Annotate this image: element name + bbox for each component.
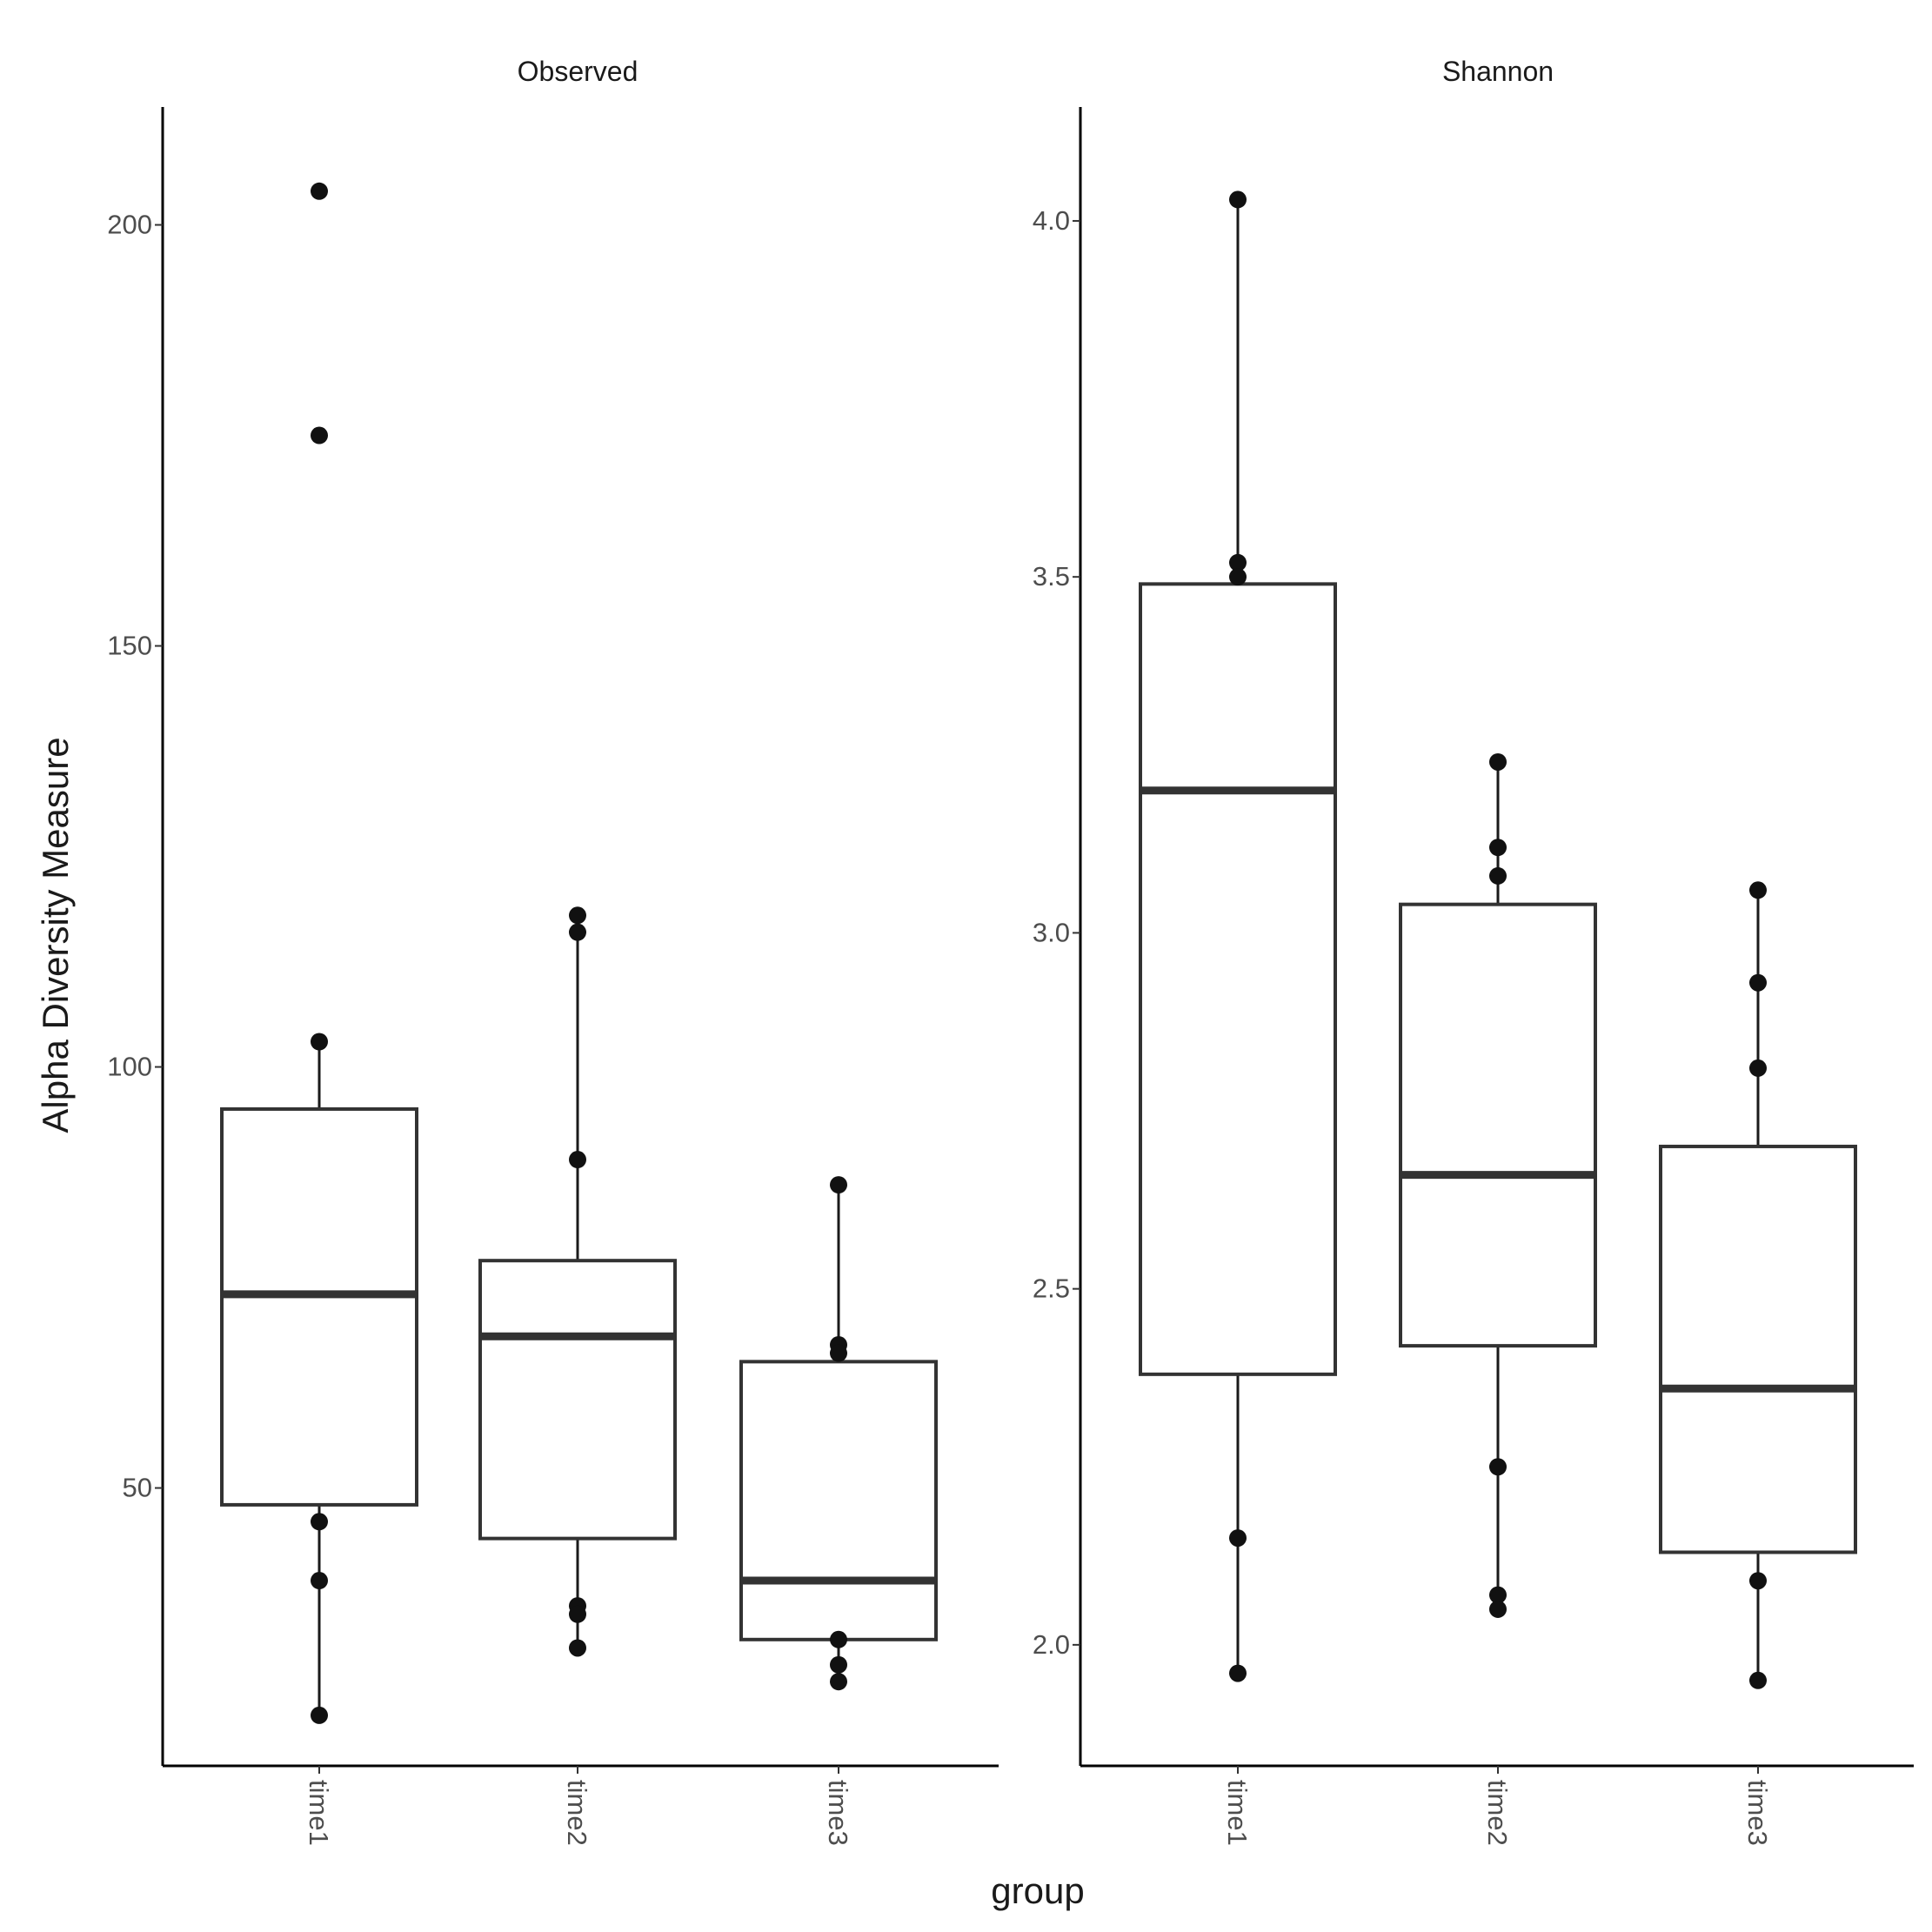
box-observed-time3 bbox=[739, 1185, 938, 1682]
point-observed-time1-1 bbox=[311, 426, 328, 445]
box-rect-observed-time1 bbox=[220, 1106, 418, 1507]
point-shannon-time3-0 bbox=[1749, 881, 1767, 899]
point-shannon-time2-1 bbox=[1489, 839, 1507, 857]
facet-shannon: Shannon 2.0 2.5 3.0 3.5 4.0 time1 time2 time3 bbox=[1033, 56, 1914, 1846]
y-tick-label-shannon-3: 3.5 bbox=[1033, 561, 1070, 592]
point-shannon-time3-2 bbox=[1749, 1059, 1767, 1077]
x-axis-title: group bbox=[991, 1870, 1084, 1911]
y-tick-label-observed-0: 50 bbox=[123, 1473, 152, 1503]
x-tick-label-observed-time2: time2 bbox=[562, 1780, 592, 1846]
point-observed-time3-2 bbox=[830, 1344, 847, 1362]
x-tick-label-shannon-time1: time1 bbox=[1222, 1780, 1253, 1846]
point-observed-time1-5 bbox=[311, 1706, 328, 1724]
x-tick-label-observed-time1: time1 bbox=[304, 1780, 334, 1846]
box-rect-observed-time2 bbox=[478, 1259, 677, 1541]
point-observed-time1-3 bbox=[311, 1513, 328, 1531]
point-observed-time1-0 bbox=[311, 182, 328, 200]
y-tick-label-observed-3: 200 bbox=[107, 210, 152, 240]
box-shannon-time2 bbox=[1399, 761, 1597, 1609]
point-shannon-time2-4 bbox=[1489, 1586, 1507, 1604]
point-observed-time3-0 bbox=[830, 1176, 847, 1194]
box-shannon-time1 bbox=[1139, 199, 1337, 1674]
y-tick-label-shannon-1: 2.5 bbox=[1033, 1274, 1070, 1304]
facet-title-shannon: Shannon bbox=[1442, 56, 1554, 87]
point-shannon-time2-5 bbox=[1489, 1600, 1507, 1618]
point-observed-time1-4 bbox=[311, 1572, 328, 1590]
box-rect-observed-time3 bbox=[739, 1360, 938, 1641]
x-tick-label-observed-time3: time3 bbox=[823, 1780, 853, 1846]
box-observed-time2 bbox=[478, 915, 677, 1648]
point-shannon-time3-4 bbox=[1749, 1671, 1767, 1689]
x-tick-label-shannon-time3: time3 bbox=[1742, 1780, 1773, 1846]
point-observed-time3-5 bbox=[830, 1630, 847, 1648]
point-observed-time2-4 bbox=[569, 1605, 586, 1623]
point-shannon-time1-3 bbox=[1229, 1529, 1247, 1548]
point-observed-time3-4 bbox=[830, 1673, 847, 1691]
y-tick-label-observed-2: 150 bbox=[107, 631, 152, 661]
point-shannon-time3-1 bbox=[1749, 973, 1767, 992]
point-observed-time2-5 bbox=[569, 1639, 586, 1657]
point-shannon-time1-1 bbox=[1229, 553, 1247, 572]
y-tick-label-shannon-0: 2.0 bbox=[1033, 1629, 1070, 1660]
y-tick-label-shannon-2: 3.0 bbox=[1033, 917, 1070, 947]
y-tick-label-observed-1: 100 bbox=[107, 1052, 152, 1082]
point-shannon-time1-0 bbox=[1229, 191, 1247, 209]
box-rect-shannon-time1 bbox=[1139, 582, 1337, 1376]
box-observed-time1 bbox=[220, 1041, 418, 1715]
facet-title-observed: Observed bbox=[518, 56, 638, 87]
point-shannon-time2-0 bbox=[1489, 752, 1507, 771]
box-rect-shannon-time2 bbox=[1399, 902, 1597, 1348]
point-shannon-time1-4 bbox=[1229, 1664, 1247, 1682]
x-tick-label-shannon-time2: time2 bbox=[1482, 1780, 1513, 1846]
point-shannon-time3-3 bbox=[1749, 1572, 1767, 1590]
y-tick-label-shannon-4: 4.0 bbox=[1033, 205, 1070, 236]
point-shannon-time2-2 bbox=[1489, 866, 1507, 885]
box-shannon-time3 bbox=[1659, 890, 1857, 1681]
point-shannon-time1-2 bbox=[1229, 568, 1247, 586]
point-observed-time2-1 bbox=[569, 923, 586, 941]
point-observed-time1-2 bbox=[311, 1033, 328, 1051]
box-rect-shannon-time3 bbox=[1659, 1144, 1857, 1554]
y-axis-title: Alpha Diversity Measure bbox=[35, 737, 76, 1133]
point-observed-time2-2 bbox=[569, 1151, 586, 1169]
point-observed-time3-3 bbox=[830, 1655, 847, 1674]
point-observed-time2-0 bbox=[569, 906, 586, 925]
point-shannon-time2-3 bbox=[1489, 1458, 1507, 1476]
facet-observed: Observed 50 100 150 200 time1 time2 time3 bbox=[107, 56, 999, 1846]
